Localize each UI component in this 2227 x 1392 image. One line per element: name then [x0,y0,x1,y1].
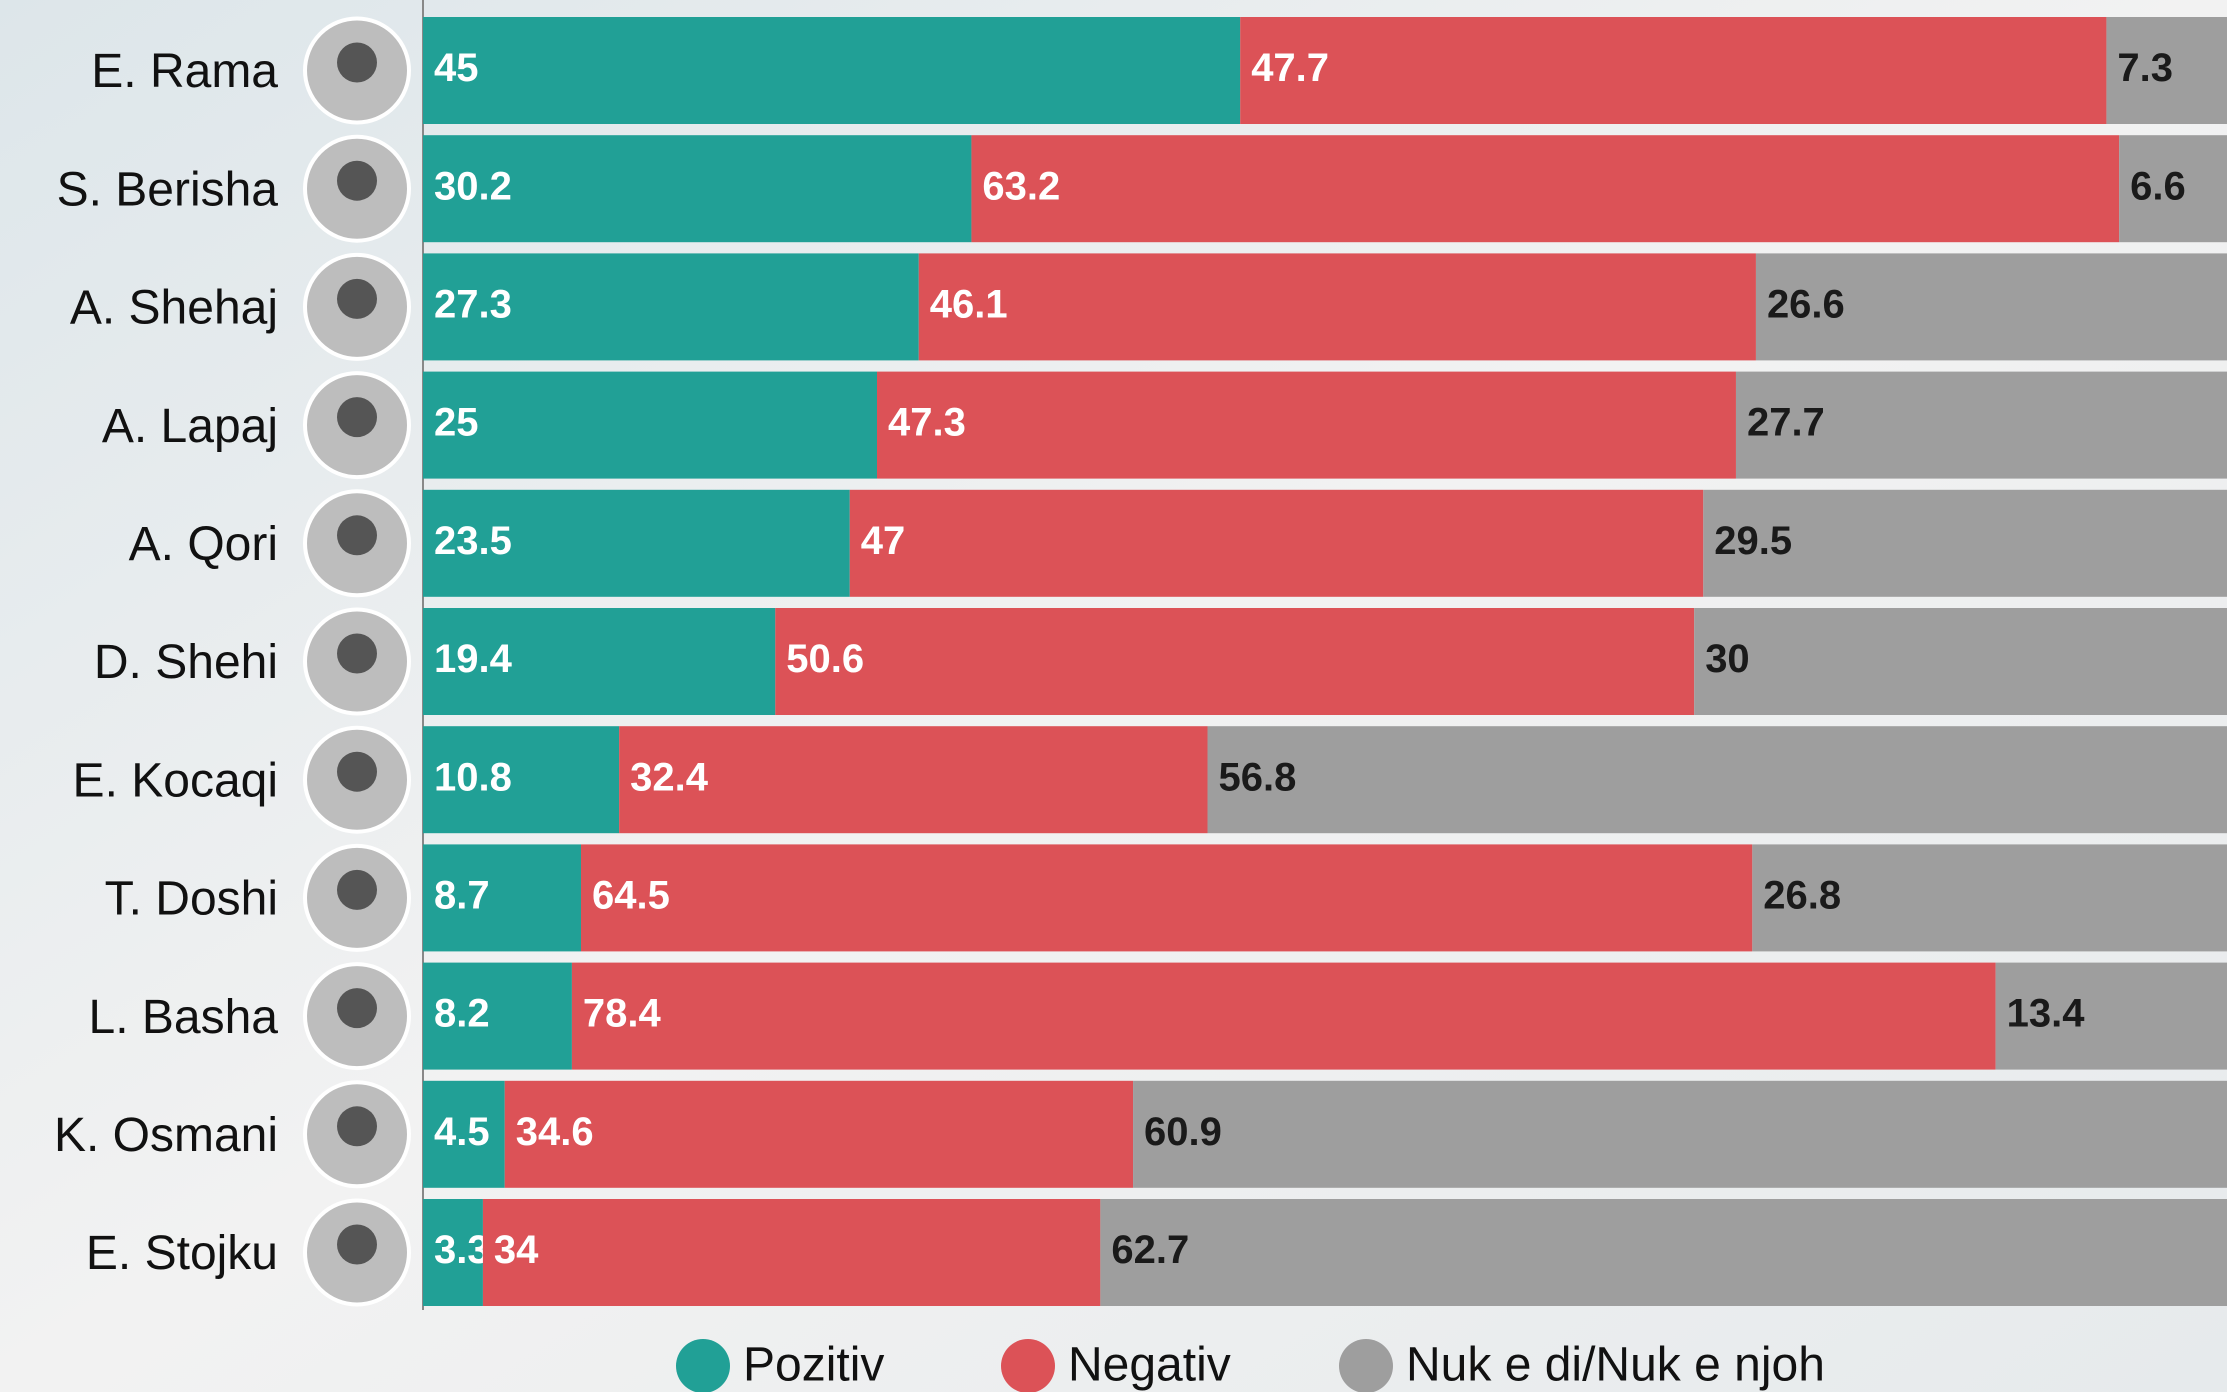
legend-swatch [676,1339,730,1392]
value-label: 34 [494,1228,539,1272]
value-label: 27.3 [434,282,512,326]
bar-segment [1207,726,2227,834]
legend-swatch [1339,1339,1393,1392]
value-label: 27.7 [1747,401,1825,445]
value-label: 4.5 [434,1110,490,1154]
value-label: 46.1 [930,282,1008,326]
value-label: 50.6 [786,637,864,681]
bar-segment [423,1080,505,1188]
value-label: 6.6 [2130,164,2186,208]
value-label: 47 [861,519,906,563]
value-label: 47.7 [1251,46,1329,90]
bar-segment [1100,1199,2227,1306]
bar-segment [918,253,1756,361]
category-label: D. Shehi [94,636,278,689]
bar-segment [775,608,1695,715]
value-label: 78.4 [583,992,662,1036]
value-label: 8.2 [434,992,490,1036]
portrait-head [337,515,377,556]
value-label: 10.8 [434,755,512,799]
bar-segment [1703,489,2227,597]
bar-segment [849,489,1704,597]
bar-segment [1240,17,2107,124]
portrait-head [337,1106,377,1147]
value-label: 64.5 [592,873,670,917]
bar-segment [423,253,919,361]
portrait-head [337,278,377,319]
bar-segment [423,17,1241,124]
bar-segment [877,371,1736,479]
category-label: E. Rama [91,45,278,98]
portrait-head [337,1224,377,1265]
bar-segment [1995,962,2227,1070]
value-label: 34.6 [516,1110,594,1154]
portrait-head [337,633,377,674]
portrait-head [337,988,377,1029]
category-label: E. Stojku [86,1227,278,1280]
legend-label: Pozitiv [743,1339,884,1392]
value-label: 30.2 [434,164,512,208]
bar-segment [580,844,1753,952]
bar-segment [423,371,877,479]
bar-segment [423,135,972,243]
category-label: T. Doshi [105,873,278,926]
legend-label: Nuk e di/Nuk e njoh [1406,1339,1825,1392]
portrait-head [337,160,377,201]
value-label: 56.8 [1219,755,1297,799]
value-label: 62.7 [1111,1228,1189,1272]
bar-segment [1755,253,2227,361]
bar-segment [482,1199,1101,1306]
bar-segment [571,962,1996,1070]
value-label: 47.3 [888,401,966,445]
value-label: 19.4 [434,637,513,681]
legend-label: Negativ [1068,1339,1231,1392]
value-label: 29.5 [1714,519,1792,563]
value-label: 25 [434,401,479,445]
value-label: 30 [1705,637,1750,681]
portrait-head [337,869,377,910]
category-label: K. Osmani [54,1109,278,1162]
value-label: 8.7 [434,873,490,917]
portrait-head [337,397,377,438]
bar-segment [1133,1080,2227,1188]
value-label: 23.5 [434,519,512,563]
bar-segment [423,608,776,715]
value-label: 3.3 [434,1228,490,1272]
category-label: S. Berisha [57,163,279,216]
category-label: A. Shehaj [70,282,278,335]
portrait-head [337,42,377,83]
category-label: A. Qori [129,518,278,571]
bar-segment [1735,371,2227,479]
bar-segment [423,489,850,597]
category-label: A. Lapaj [102,400,278,453]
bar-segment [504,1080,1134,1188]
category-label: E. Kocaqi [73,754,278,807]
value-label: 63.2 [982,164,1060,208]
bar-segment [423,1199,483,1306]
bar-segment [423,726,620,834]
bar-segment [1694,608,2227,715]
bar-segment [971,135,2120,243]
value-label: 45 [434,46,479,90]
value-label: 13.4 [2007,992,2086,1036]
bar-segment [423,962,572,1070]
legend-swatch [1001,1339,1055,1392]
bar-segment [619,726,1208,834]
bar-segment [1752,844,2227,952]
value-label: 26.8 [1763,873,1841,917]
portrait-head [337,751,377,792]
bar-segment [2119,135,2227,243]
value-label: 26.6 [1767,282,1845,326]
bar-segment [2106,17,2227,124]
value-label: 60.9 [1144,1110,1222,1154]
bar-segment [423,844,581,952]
value-label: 7.3 [2117,46,2173,90]
value-label: 32.4 [630,755,709,799]
category-label: L. Basha [89,991,279,1044]
